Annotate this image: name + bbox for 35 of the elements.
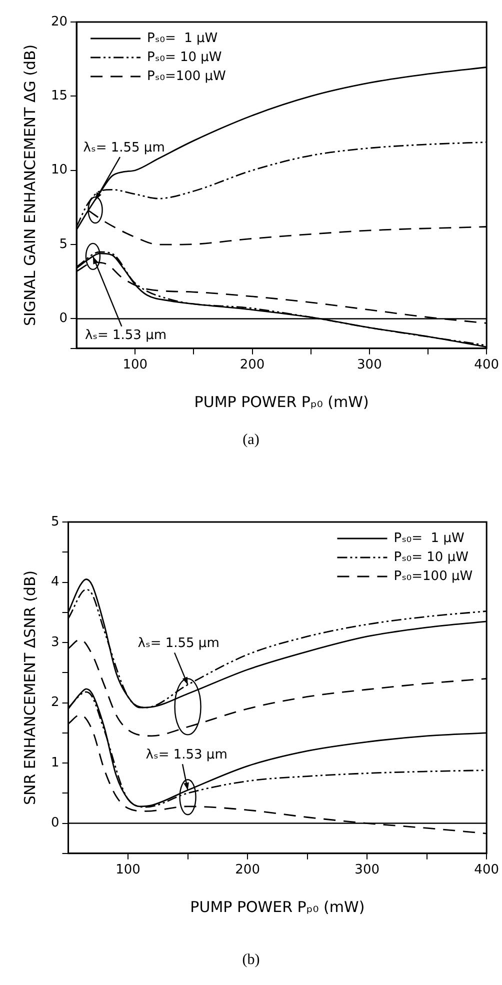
legend-label: Pₛ₀= 1 μW: [394, 530, 464, 546]
y-tick-label: 5: [59, 236, 68, 252]
annotation: λₛ= 1.55 μm: [83, 140, 165, 156]
text: (b): [241, 952, 261, 969]
annotation: λₛ= 1.53 μm: [146, 748, 228, 763]
text: (a): [242, 432, 260, 449]
y-axis-title: SNR ENHANCEMENT ΔSNR (dB): [20, 570, 39, 806]
y-tick-label: 15: [50, 88, 68, 104]
x-tick-label: 400: [474, 862, 500, 878]
y-tick-label: 0: [50, 816, 60, 831]
x-tick-label: 300: [357, 358, 382, 373]
x-axis-title: PUMP POWER Pₚ₀ (mW): [190, 898, 365, 916]
legend-label: Pₛ₀=100 μW: [147, 68, 226, 84]
legend-label: Pₛ₀= 1 μW: [147, 30, 218, 46]
y-tick-label: 5: [50, 514, 60, 530]
y-tick-label: 3: [50, 634, 60, 650]
y-tick-label: 20: [50, 14, 68, 30]
y-tick-label: 4: [50, 574, 60, 590]
y-axis-title: SIGNAL GAIN ENHANCEMENT ΔG (dB): [20, 44, 39, 326]
legend-label: Pₛ₀= 10 μW: [147, 50, 222, 65]
y-tick-label: 0: [59, 311, 68, 326]
annotation: λₛ= 1.55 μm: [138, 636, 220, 652]
x-tick-label: 100: [116, 862, 140, 878]
x-tick-label: 100: [122, 358, 148, 373]
legend-label: Pₛ₀=100 μW: [394, 568, 473, 584]
annotation: λₛ= 1.53 μm: [84, 328, 167, 343]
x-tick-label: 200: [240, 358, 265, 373]
x-tick-label: 300: [354, 862, 380, 878]
y-tick-label: 10: [50, 162, 68, 178]
legend-label: Pₛ₀= 10 μW: [394, 550, 469, 565]
y-tick-label: 2: [50, 695, 60, 710]
x-tick-label: 200: [235, 862, 260, 878]
x-tick-label: 400: [474, 358, 500, 373]
x-axis-title: PUMP POWER Pₚ₀ (mW): [194, 392, 369, 411]
y-tick-label: 1: [50, 755, 60, 770]
